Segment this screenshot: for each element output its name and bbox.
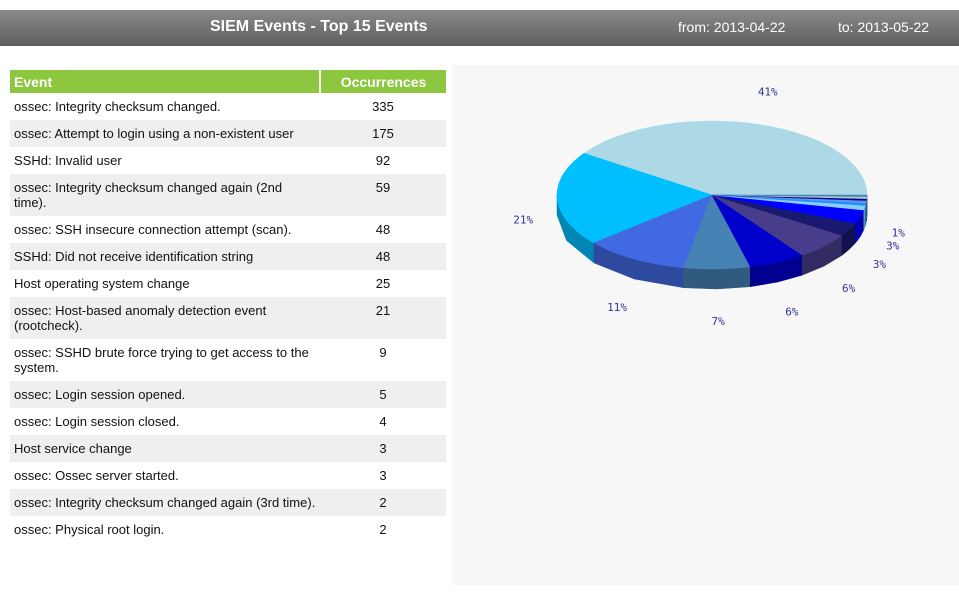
slice-label: 11%	[607, 301, 627, 314]
table-row: Host operating system change 25	[10, 270, 446, 297]
slice-label: 6%	[785, 305, 799, 318]
event-cell: ossec: Login session closed.	[14, 414, 180, 429]
table-row: ossec: Physical root login. 2	[10, 516, 446, 543]
slice-label: 3%	[873, 258, 887, 271]
slice	[711, 194, 803, 267]
count-cell: 2	[379, 522, 387, 537]
table-row: SSHd: Did not receive identification str…	[10, 243, 446, 270]
table-row: ossec: Login session closed. 4	[10, 408, 446, 435]
count-cell: 59	[320, 174, 446, 216]
table-row: ossec: Host-based anomaly detection even…	[10, 297, 446, 339]
event-cell: ossec: Physical root login.	[14, 522, 165, 537]
date-from: from: 2013-04-22	[678, 19, 786, 35]
slice	[711, 194, 843, 256]
slice	[593, 194, 713, 269]
event-cell: SSHd: Invalid user	[14, 153, 122, 168]
slice-label: 1%	[892, 227, 906, 240]
event-cell: Host operating system change	[14, 276, 190, 291]
count-cell: 175	[320, 120, 446, 147]
table-row: ossec: SSHD brute force trying to get ac…	[10, 339, 446, 381]
count-cell: 9	[379, 345, 387, 360]
table-row: Host service change 3	[10, 435, 446, 462]
event-cell: ossec: Attempt to login using a non-exis…	[10, 120, 320, 147]
event-cell: SSHd: Did not receive identification str…	[10, 243, 320, 270]
count-cell: 5	[320, 381, 446, 408]
slice-label: 41%	[758, 85, 778, 98]
events-table: Event Occurrences ossec: Integrity check…	[10, 70, 446, 543]
count-cell: 2	[320, 489, 446, 516]
count-cell: 335	[372, 99, 394, 114]
column-header: Event	[10, 70, 320, 93]
count-cell: 48	[320, 243, 446, 270]
pie-chart: 41%21%11%7%6%6%3%3%1%	[452, 65, 959, 585]
table-row: ossec: Integrity checksum changed again …	[10, 489, 446, 516]
event-cell: ossec: Host-based anomaly detection even…	[10, 297, 320, 339]
count-cell: 3	[379, 468, 387, 483]
table-row: ossec: Integrity checksum changed again …	[10, 174, 446, 216]
slice	[583, 120, 868, 196]
table-row: ossec: Integrity checksum changed. 335	[10, 93, 446, 120]
table-row: ossec: SSH insecure connection attempt (…	[10, 216, 446, 243]
event-cell: ossec: Integrity checksum changed.	[14, 99, 221, 114]
table-row: ossec: Login session opened. 5	[10, 381, 446, 408]
slice-label: 3%	[886, 239, 900, 252]
table-row: ossec: Ossec server started. 3	[10, 462, 446, 489]
event-cell: ossec: Integrity checksum changed again …	[10, 174, 320, 216]
slice-label: 7%	[712, 315, 726, 328]
event-cell: ossec: SSH insecure connection attempt (…	[14, 222, 292, 237]
count-cell: 4	[379, 414, 387, 429]
event-cell: Host service change	[10, 435, 320, 462]
header-bar: SIEM Events - Top 15 Events from: 2013-0…	[0, 10, 959, 46]
event-cell: ossec: Login session opened.	[10, 381, 320, 408]
event-cell: ossec: Integrity checksum changed again …	[10, 489, 320, 516]
count-cell: 21	[320, 297, 446, 339]
count-cell: 3	[320, 435, 446, 462]
column-header: Occurrences	[319, 70, 446, 93]
table-header: Event Occurrences	[10, 70, 446, 93]
count-cell: 48	[375, 222, 391, 237]
table-row: ossec: Attempt to login using a non-exis…	[10, 120, 446, 147]
report-title: SIEM Events - Top 15 Events	[210, 18, 428, 35]
count-cell: 25	[375, 276, 391, 291]
slice	[683, 194, 751, 270]
slice-label: 6%	[842, 282, 856, 295]
count-cell: 92	[375, 153, 391, 168]
date-to: to: 2013-05-22	[838, 19, 930, 35]
slice	[711, 194, 868, 197]
event-cell: ossec: Ossec server started.	[14, 468, 179, 483]
table-row: SSHd: Invalid user 92	[10, 147, 446, 174]
slice-label: 21%	[513, 214, 533, 227]
slice	[556, 153, 713, 244]
slice-side	[683, 266, 751, 290]
event-cell: ossec: SSHD brute force trying to get ac…	[14, 345, 309, 375]
